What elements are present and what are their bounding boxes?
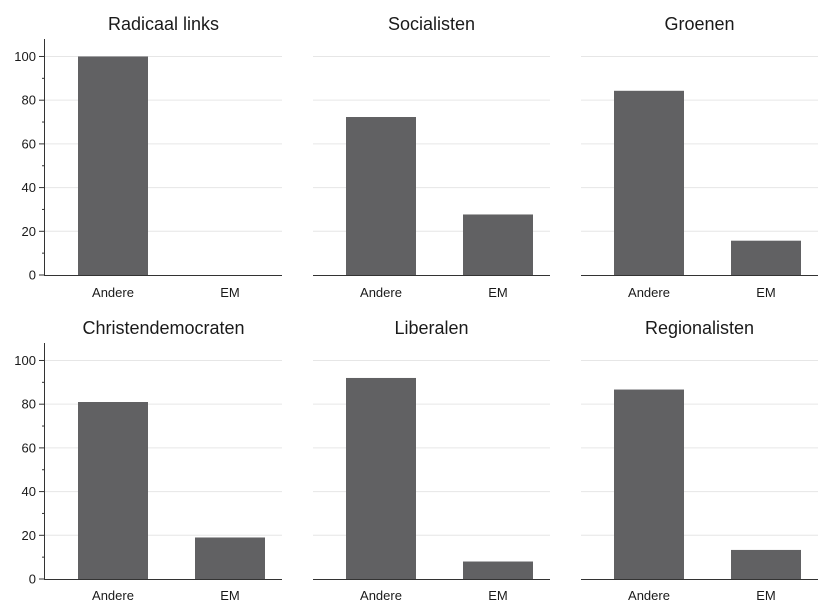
category-label: Andere [360, 588, 402, 600]
category-label: EM [220, 285, 240, 300]
y-tick-label: 40 [22, 180, 36, 195]
chart-panel: Socialisten Andere EM [313, 14, 550, 300]
category-label: EM [488, 588, 508, 600]
panel-title: Christendemocraten [82, 318, 244, 338]
chart-panel: Groenen Andere EM [581, 14, 818, 300]
bar [346, 117, 416, 275]
bar [463, 214, 533, 275]
bar [731, 549, 801, 579]
chart-panel: Regionalisten Andere EM [581, 318, 818, 600]
bar [614, 90, 684, 276]
category-label: EM [220, 588, 240, 600]
panel-title: Liberalen [394, 318, 468, 338]
panel-title: Socialisten [388, 14, 475, 34]
bar [463, 561, 533, 579]
panel-title: Regionalisten [645, 318, 754, 338]
panel-title: Groenen [664, 14, 734, 34]
bar [614, 389, 684, 579]
y-tick-label: 80 [22, 397, 36, 412]
category-label: EM [756, 588, 776, 600]
category-label: Andere [628, 588, 670, 600]
bar [78, 402, 148, 579]
y-tick-label: 20 [22, 224, 36, 239]
y-tick-label: 100 [14, 49, 36, 64]
bar [78, 56, 148, 276]
panel-title: Radicaal links [108, 14, 219, 34]
y-tick-label: 100 [14, 353, 36, 368]
chart-panel: Radicaal links Andere EM 0 20 40 60 80 100 [14, 14, 282, 300]
category-label: EM [756, 285, 776, 300]
category-label: EM [488, 285, 508, 300]
chart-panel: Christendemocraten Andere EM 0 20 40 60 80 100 [14, 318, 282, 600]
y-tick-label: 20 [22, 528, 36, 543]
y-tick-label: 0 [29, 572, 36, 587]
category-label: Andere [92, 588, 134, 600]
category-label: Andere [628, 285, 670, 300]
chart-panel: Liberalen Andere EM [313, 318, 550, 600]
category-label: Andere [360, 285, 402, 300]
category-label: Andere [92, 285, 134, 300]
y-tick-label: 0 [29, 268, 36, 283]
y-tick-label: 60 [22, 136, 36, 151]
y-tick-label: 80 [22, 93, 36, 108]
bar [195, 537, 265, 579]
bar [346, 377, 416, 579]
y-tick-label: 60 [22, 440, 36, 455]
y-tick-label: 40 [22, 484, 36, 499]
bar [731, 240, 801, 275]
